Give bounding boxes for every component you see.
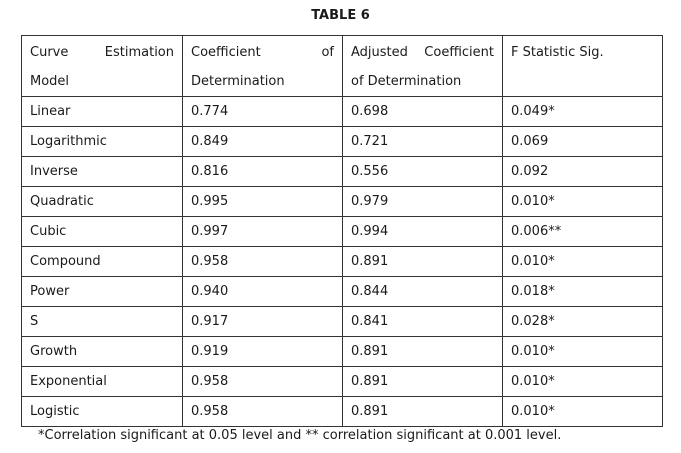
header-row: Curve Estimation Model Coefficient of De…: [21, 35, 663, 97]
cell-r2: 0.997: [182, 216, 343, 247]
cell-adj-r2: 0.891: [342, 336, 503, 367]
cell-adj-r2: 0.721: [342, 126, 503, 157]
curve-estimation-table: Curve Estimation Model Coefficient of De…: [21, 35, 663, 427]
table-row: Linear 0.774 0.698 0.049*: [21, 96, 663, 127]
header-f-sig: F Statistic Sig.: [502, 35, 663, 97]
table-title: TABLE 6: [311, 8, 370, 23]
cell-model: Power: [21, 276, 183, 307]
cell-adj-r2: 0.556: [342, 156, 503, 187]
table-row: Exponential 0.958 0.891 0.010*: [21, 366, 663, 397]
cell-model: Cubic: [21, 216, 183, 247]
cell-model: S: [21, 306, 183, 337]
header-f-sig-line1: F Statistic Sig.: [511, 45, 604, 60]
header-r2-line1: Coefficient of: [191, 45, 334, 60]
cell-f-sig: 0.010*: [502, 366, 663, 397]
cell-model: Linear: [21, 96, 183, 127]
cell-f-sig: 0.010*: [502, 246, 663, 277]
cell-f-sig: 0.049*: [502, 96, 663, 127]
header-adj-r2: Adjusted Coefficient of Determination: [342, 35, 503, 97]
table-row: Logistic 0.958 0.891 0.010*: [21, 396, 663, 427]
cell-f-sig: 0.010*: [502, 396, 663, 427]
table-row: Compound 0.958 0.891 0.010*: [21, 246, 663, 277]
cell-adj-r2: 0.891: [342, 396, 503, 427]
header-adj-r2-line1: Adjusted Coefficient: [351, 45, 494, 60]
table-row: Power 0.940 0.844 0.018*: [21, 276, 663, 307]
header-adj-r2-line2: of Determination: [351, 74, 462, 89]
table-row: Quadratic 0.995 0.979 0.010*: [21, 186, 663, 217]
table-row: Inverse 0.816 0.556 0.092: [21, 156, 663, 187]
cell-model: Exponential: [21, 366, 183, 397]
header-model-line2: Model: [30, 74, 70, 89]
cell-adj-r2: 0.994: [342, 216, 503, 247]
cell-adj-r2: 0.698: [342, 96, 503, 127]
cell-f-sig: 0.092: [502, 156, 663, 187]
header-r2-line2: Determination: [191, 74, 285, 89]
cell-r2: 0.774: [182, 96, 343, 127]
cell-r2: 0.958: [182, 246, 343, 277]
cell-model: Growth: [21, 336, 183, 367]
footnote: *Correlation significant at 0.05 level a…: [38, 428, 562, 443]
header-model: Curve Estimation Model: [21, 35, 183, 97]
table-row: S 0.917 0.841 0.028*: [21, 306, 663, 337]
table-row: Growth 0.919 0.891 0.010*: [21, 336, 663, 367]
cell-f-sig: 0.069: [502, 126, 663, 157]
cell-f-sig: 0.018*: [502, 276, 663, 307]
cell-f-sig: 0.006**: [502, 216, 663, 247]
cell-adj-r2: 0.841: [342, 306, 503, 337]
cell-f-sig: 0.010*: [502, 186, 663, 217]
table-row: Cubic 0.997 0.994 0.006**: [21, 216, 663, 247]
cell-r2: 0.940: [182, 276, 343, 307]
cell-f-sig: 0.028*: [502, 306, 663, 337]
header-model-line1: Curve Estimation: [30, 45, 174, 60]
cell-f-sig: 0.010*: [502, 336, 663, 367]
cell-adj-r2: 0.979: [342, 186, 503, 217]
cell-model: Logistic: [21, 396, 183, 427]
cell-r2: 0.816: [182, 156, 343, 187]
cell-adj-r2: 0.844: [342, 276, 503, 307]
cell-model: Compound: [21, 246, 183, 277]
cell-adj-r2: 0.891: [342, 246, 503, 277]
header-r2: Coefficient of Determination: [182, 35, 343, 97]
cell-r2: 0.919: [182, 336, 343, 367]
cell-model: Logarithmic: [21, 126, 183, 157]
cell-r2: 0.849: [182, 126, 343, 157]
cell-model: Inverse: [21, 156, 183, 187]
cell-r2: 0.995: [182, 186, 343, 217]
cell-r2: 0.958: [182, 396, 343, 427]
table-row: Logarithmic 0.849 0.721 0.069: [21, 126, 663, 157]
cell-r2: 0.917: [182, 306, 343, 337]
cell-model: Quadratic: [21, 186, 183, 217]
cell-r2: 0.958: [182, 366, 343, 397]
cell-adj-r2: 0.891: [342, 366, 503, 397]
